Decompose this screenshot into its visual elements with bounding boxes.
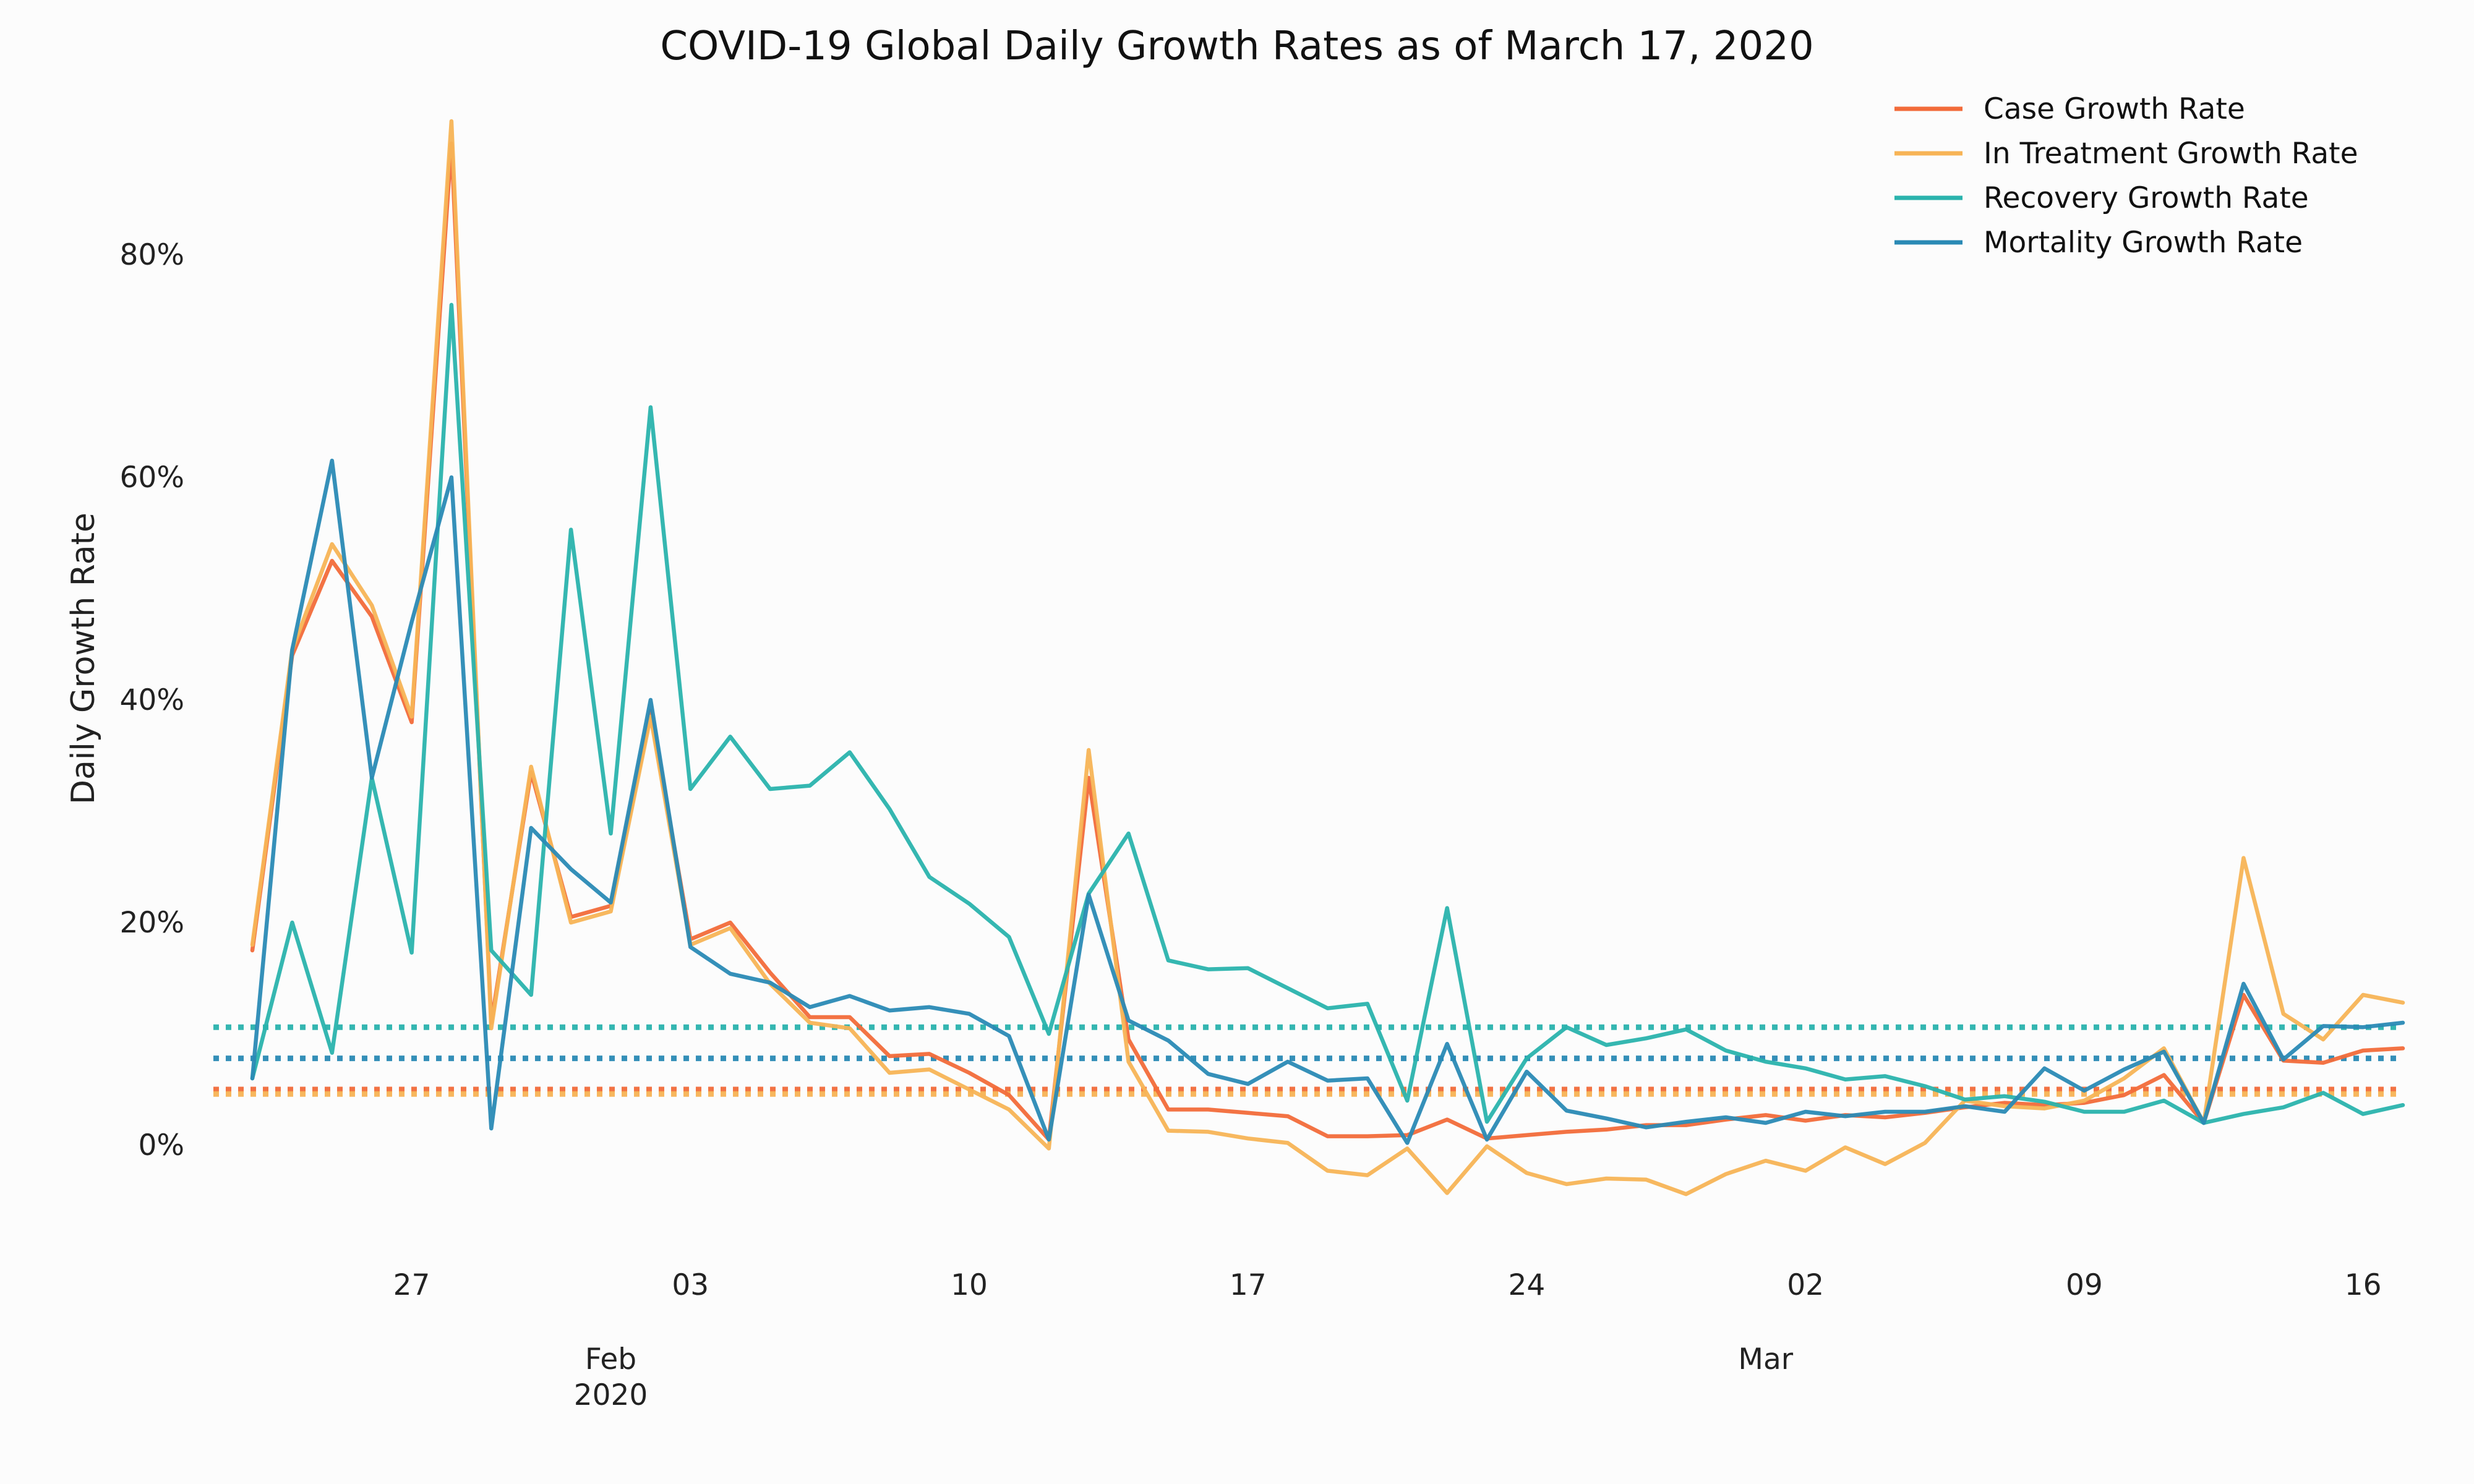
chart-title: COVID-19 Global Daily Growth Rates as of… bbox=[660, 23, 1813, 69]
y-tick-label: 20% bbox=[120, 906, 184, 940]
x-tick-label: 02 bbox=[1787, 1268, 1824, 1302]
x-tick-label: 24 bbox=[1509, 1268, 1546, 1302]
x-tick-label: 16 bbox=[2345, 1268, 2382, 1302]
y-tick-label: 0% bbox=[138, 1128, 184, 1162]
series-lines bbox=[250, 119, 2405, 1196]
x-tick-label: 10 bbox=[951, 1268, 988, 1302]
y-axis-ticks: 0% 20% 40% 60% 80% bbox=[120, 238, 184, 1162]
legend-label-1: Case Growth Rate bbox=[1984, 92, 2245, 126]
x-year-label: 2020 bbox=[574, 1378, 648, 1412]
legend-label-4: Mortality Growth Rate bbox=[1984, 226, 2303, 260]
x-tick-label: 03 bbox=[672, 1268, 709, 1302]
x-month-label: Feb bbox=[585, 1342, 636, 1376]
legend-label-2: In Treatment Growth Rate bbox=[1984, 137, 2358, 171]
x-tick-label: 09 bbox=[2066, 1268, 2103, 1302]
x-tick-label: 27 bbox=[393, 1268, 430, 1302]
series-line-4 bbox=[250, 458, 2405, 1145]
y-axis-label: Daily Growth Rate bbox=[65, 513, 102, 804]
y-tick-label: 60% bbox=[120, 461, 184, 495]
x-tick-label: 17 bbox=[1230, 1268, 1267, 1302]
y-tick-label: 80% bbox=[120, 238, 184, 272]
series-line-3 bbox=[250, 302, 2405, 1125]
series-line-2 bbox=[250, 119, 2405, 1196]
y-tick-label: 40% bbox=[120, 683, 184, 717]
legend-label-3: Recovery Growth Rate bbox=[1984, 181, 2309, 215]
x-month-label: Mar bbox=[1738, 1342, 1793, 1376]
legend: Case Growth Rate In Treatment Growth Rate… bbox=[1894, 92, 2358, 260]
